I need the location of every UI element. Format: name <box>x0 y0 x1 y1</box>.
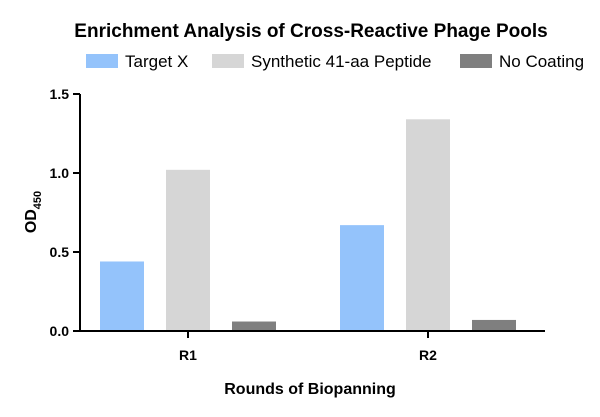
x-tick-label: R1 <box>179 347 197 363</box>
bar-synthetic-41-aa-peptide-r2 <box>406 119 450 331</box>
legend-swatch-synthetic-41-aa-peptide <box>212 54 244 68</box>
legend-swatch-target-x <box>86 54 118 68</box>
y-axis-title-main: OD <box>23 209 40 233</box>
legend-label-no-coating: No Coating <box>499 52 584 71</box>
legend-label-target-x: Target X <box>125 52 188 71</box>
y-tick-label: 1.5 <box>50 86 70 102</box>
y-axis-title: OD450 <box>23 191 44 233</box>
bar-no-coating-r2 <box>472 319 516 331</box>
chart-title: Enrichment Analysis of Cross-Reactive Ph… <box>74 21 547 42</box>
bar-no-coating-r1 <box>232 321 276 331</box>
legend: Target X Synthetic 41-aa Peptide No Coatin… <box>86 52 584 71</box>
bar-target-x-r2 <box>340 225 384 331</box>
legend-label-synthetic-41-aa-peptide: Synthetic 41-aa Peptide <box>251 52 432 71</box>
bar-synthetic-41-aa-peptide-r1 <box>166 169 210 331</box>
bar-target-x-r1 <box>100 261 144 331</box>
y-axis-title-subscript: 450 <box>32 191 44 209</box>
y-tick-label: 0.5 <box>50 244 70 260</box>
y-tick-label: 0.0 <box>50 323 70 339</box>
x-axis-title: Rounds of Biopanning <box>224 381 396 398</box>
plot-area: 0.0 0.5 1.0 1.5 R1 R2 <box>50 86 545 363</box>
y-tick-label: 1.0 <box>50 165 70 181</box>
x-tick-label: R2 <box>419 347 437 363</box>
legend-swatch-no-coating <box>460 54 492 68</box>
